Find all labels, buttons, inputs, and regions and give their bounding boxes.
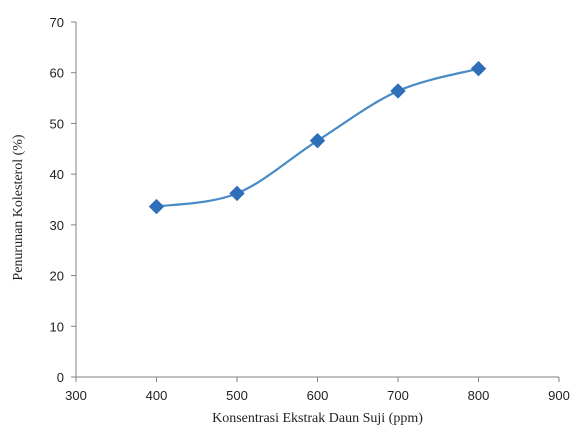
y-axis-ticks: 0 10 20 30 40 50 60 70 xyxy=(50,15,76,385)
y-tick-label: 60 xyxy=(50,66,64,81)
data-point-marker xyxy=(229,185,245,202)
y-tick-label: 10 xyxy=(50,319,64,334)
y-tick-label: 40 xyxy=(50,167,64,182)
x-tick-label: 300 xyxy=(65,388,87,403)
data-point-marker xyxy=(390,83,406,99)
y-tick-label: 0 xyxy=(57,370,64,385)
x-tick-label: 600 xyxy=(307,388,329,403)
data-point-marker xyxy=(470,60,487,77)
x-tick-label: 700 xyxy=(387,388,409,403)
y-tick-label: 50 xyxy=(50,116,64,131)
y-tick-label: 70 xyxy=(50,15,64,30)
x-tick-label: 500 xyxy=(226,388,248,403)
y-tick-label: 30 xyxy=(50,218,64,233)
data-point-marker xyxy=(309,132,326,149)
y-tick-label: 20 xyxy=(50,269,64,284)
x-axis-title: Konsentrasi Ekstrak Daun Suji (ppm) xyxy=(212,411,423,426)
x-axis-ticks: 300 400 500 600 700 800 900 xyxy=(65,377,570,403)
axes xyxy=(75,22,559,378)
x-tick-label: 400 xyxy=(146,388,168,403)
series-layer xyxy=(148,60,487,215)
x-tick-label: 900 xyxy=(548,388,570,403)
y-axis-title: Penurunan Kolesterol (%) xyxy=(11,134,26,281)
data-point-marker xyxy=(148,198,165,215)
x-tick-label: 800 xyxy=(468,388,490,403)
